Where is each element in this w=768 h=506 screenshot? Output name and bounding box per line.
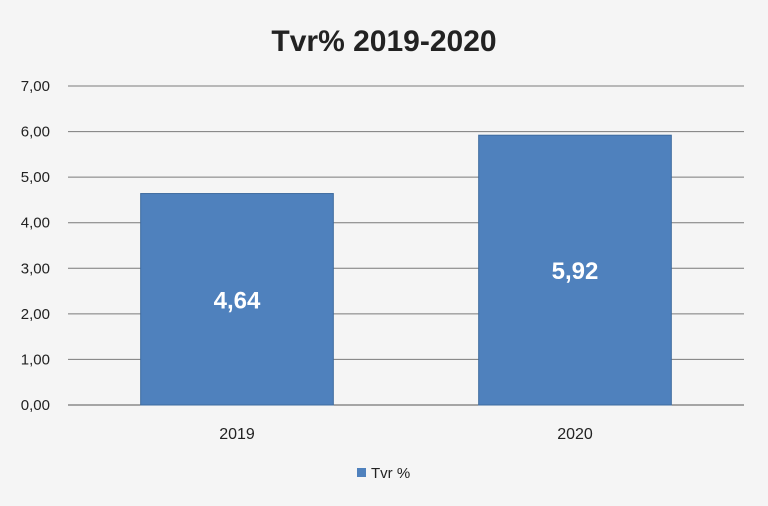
bars: 4,64 5,92 xyxy=(140,134,672,406)
x-tick-label: 2019 xyxy=(219,426,255,443)
y-tick-label: 1,00 xyxy=(21,351,50,368)
y-tick-label: 3,00 xyxy=(21,260,50,277)
legend: Tvr % xyxy=(357,465,410,482)
y-axis: 0,00 1,00 2,00 3,00 4,00 5,00 6,00 7,00 xyxy=(21,78,50,414)
data-label-2019: 4,64 xyxy=(214,287,261,314)
y-tick-label: 7,00 xyxy=(21,78,50,95)
y-tick-label: 0,00 xyxy=(21,397,50,414)
legend-swatch xyxy=(357,468,366,477)
x-axis: 2019 2020 xyxy=(219,426,593,443)
bar-2019 xyxy=(140,193,334,406)
data-label-2020: 5,92 xyxy=(552,258,599,285)
y-tick-label: 4,00 xyxy=(21,215,50,232)
y-tick-label: 6,00 xyxy=(21,124,50,141)
chart-title: Tvr% 2019-2020 xyxy=(271,25,496,58)
legend-label: Tvr % xyxy=(371,465,410,482)
x-tick-label: 2020 xyxy=(557,426,593,443)
bar-2020 xyxy=(478,134,672,406)
y-tick-label: 5,00 xyxy=(21,169,50,186)
y-tick-label: 2,00 xyxy=(21,306,50,323)
